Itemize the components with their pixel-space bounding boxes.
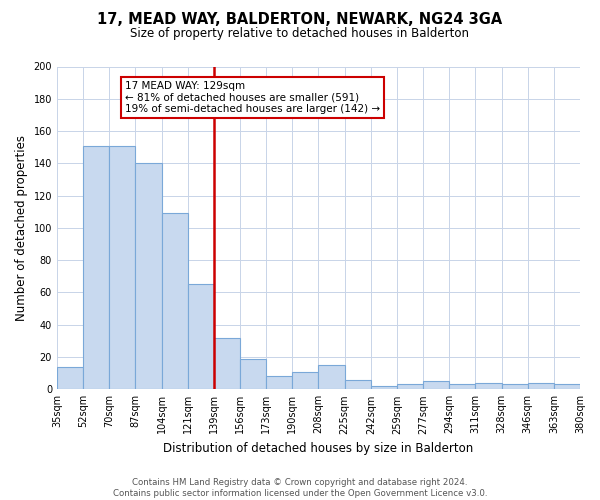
Bar (449, 384, 475, 390)
Bar (83, 146, 109, 390)
Y-axis label: Number of detached properties: Number of detached properties (15, 135, 28, 321)
Bar (188, 284, 214, 390)
Bar (527, 383, 554, 390)
Bar (161, 214, 188, 390)
Text: Size of property relative to detached houses in Balderton: Size of property relative to detached ho… (131, 28, 470, 40)
Bar (344, 380, 371, 390)
Bar (502, 384, 527, 390)
Bar (371, 386, 397, 390)
Text: 17, MEAD WAY, BALDERTON, NEWARK, NG24 3GA: 17, MEAD WAY, BALDERTON, NEWARK, NG24 3G… (97, 12, 503, 28)
Bar (214, 338, 240, 390)
Bar (397, 384, 423, 390)
Bar (109, 146, 136, 390)
Bar (292, 372, 319, 390)
Text: 17 MEAD WAY: 129sqm
← 81% of detached houses are smaller (591)
19% of semi-detac: 17 MEAD WAY: 129sqm ← 81% of detached ho… (125, 81, 380, 114)
Bar (240, 358, 266, 390)
X-axis label: Distribution of detached houses by size in Balderton: Distribution of detached houses by size … (163, 442, 473, 455)
Text: Contains HM Land Registry data © Crown copyright and database right 2024.
Contai: Contains HM Land Registry data © Crown c… (113, 478, 487, 498)
Bar (475, 383, 502, 390)
Bar (266, 376, 292, 390)
Bar (554, 384, 580, 390)
Bar (57, 366, 83, 390)
Bar (423, 381, 449, 390)
Bar (319, 365, 344, 390)
Bar (136, 164, 161, 390)
